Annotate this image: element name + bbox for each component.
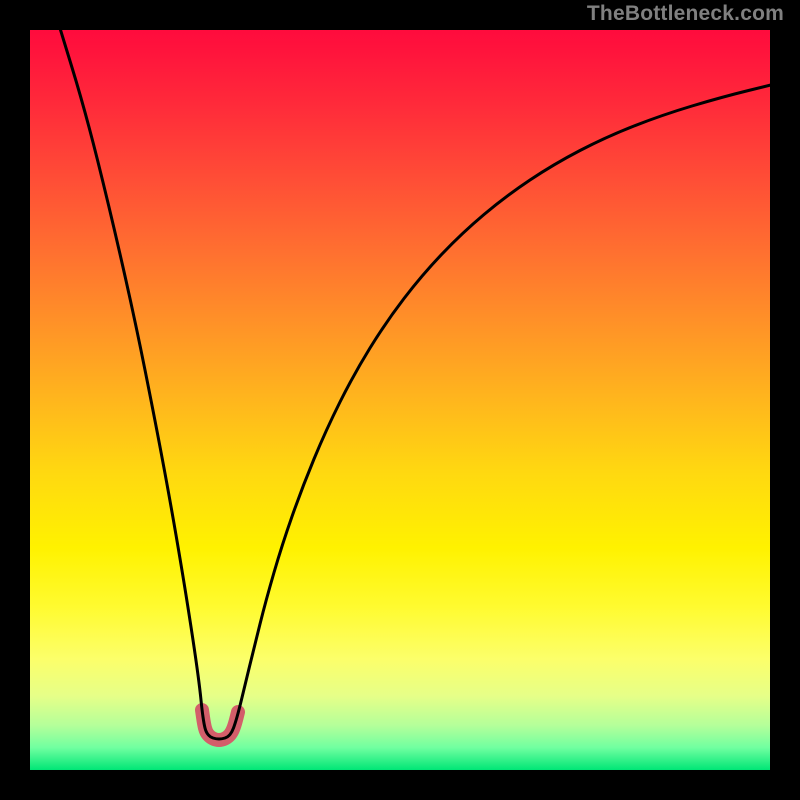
bottleneck-curve — [59, 30, 770, 739]
plot-area — [30, 30, 770, 770]
chart-svg — [30, 30, 770, 770]
watermark-text: TheBottleneck.com — [587, 2, 784, 26]
